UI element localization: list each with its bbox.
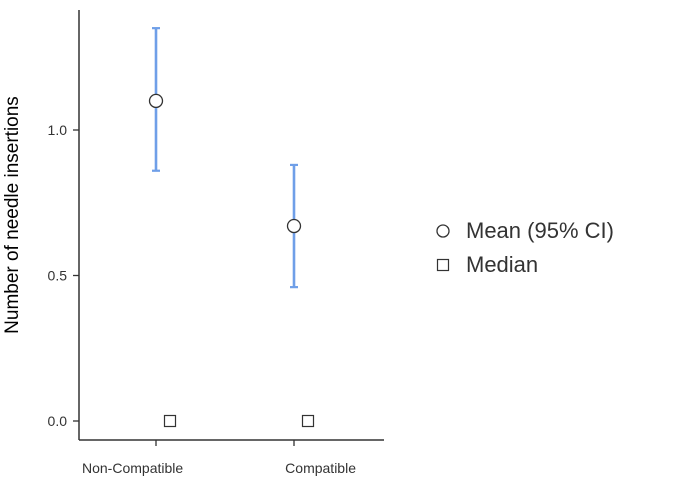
y-axis-label: Number of needle insertions [2,96,23,334]
mean-marker [286,218,302,234]
circle-marker-icon [432,220,454,242]
y-tick-label: 0.5 [48,268,68,284]
legend-label-median: Median [466,252,539,277]
median-marker [301,414,315,428]
legend-item-mean: Mean (95% CI) [432,214,672,248]
x-tick-label: Non-Compatible [82,460,183,476]
mean-marker [148,93,164,109]
y-axis-label-container: Number of needle insertions [0,0,26,489]
legend-label-mean: Mean (95% CI) [466,218,614,243]
legend: Mean (95% CI) Median [432,214,672,282]
y-tick-label: 1.0 [48,122,68,138]
y-tick-label: 0.0 [48,413,68,429]
median-marker [163,414,177,428]
square-marker-icon [432,254,454,276]
legend-item-median: Median [432,248,672,282]
x-tick-label: Compatible [285,460,356,476]
